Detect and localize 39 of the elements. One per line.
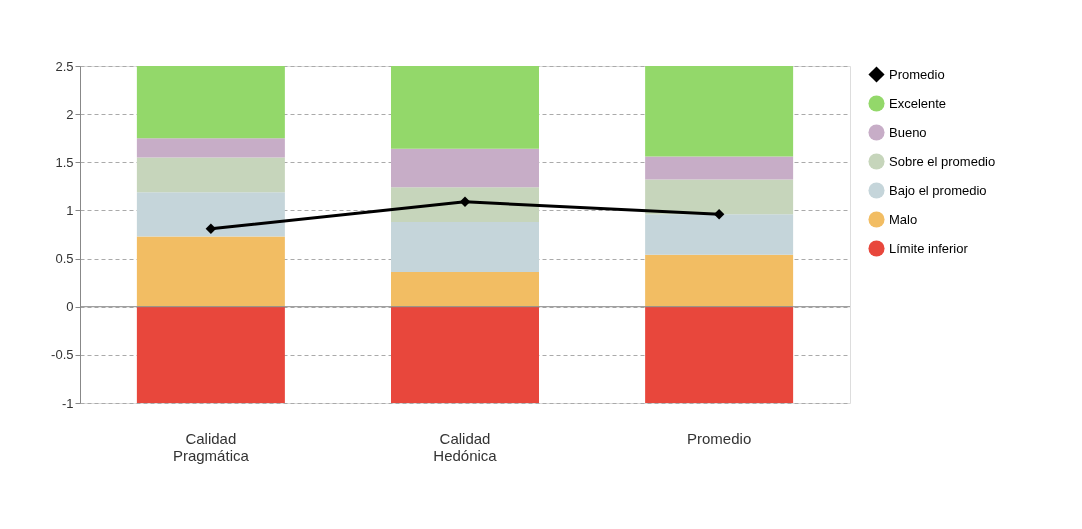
bar <box>645 156 794 180</box>
bar <box>645 306 794 403</box>
legend-label: Malo <box>889 211 918 227</box>
bar <box>391 221 539 273</box>
legend-label: Límite inferior <box>889 240 969 256</box>
legend-label: Promedio <box>889 66 945 82</box>
y-tick-label: -1 <box>61 395 74 411</box>
x-tick-label: Calidad Pragmática <box>172 429 250 464</box>
y-tick-label: 2.5 <box>55 58 74 74</box>
point <box>205 223 217 234</box>
bar <box>136 157 285 193</box>
legend-label: Sobre el promedio <box>889 153 996 169</box>
bar <box>645 254 794 307</box>
bar <box>391 272 539 307</box>
bar <box>136 236 285 307</box>
bar <box>391 187 539 222</box>
point <box>713 209 725 220</box>
y-tick-label: 2 <box>66 106 74 122</box>
bar <box>136 66 285 139</box>
y-tick-label: 0 <box>66 299 74 315</box>
y-tick-label: 1 <box>66 202 74 218</box>
bar <box>391 66 539 149</box>
bar <box>645 66 794 157</box>
x-tick-label: Calidad Hedónica <box>433 429 498 464</box>
legend-label: Excelente <box>889 95 947 111</box>
bar <box>391 148 539 188</box>
y-tick-label: -0.5 <box>51 347 74 363</box>
bar <box>391 306 539 403</box>
legend-label: Bueno <box>889 124 927 140</box>
y-tick-label: 1.5 <box>55 154 74 170</box>
bar <box>645 214 794 255</box>
legend-label: Bajo el promedio <box>889 182 987 198</box>
y-tick-label: 0.5 <box>55 251 74 267</box>
bar <box>136 306 285 403</box>
bar <box>136 138 285 158</box>
bar <box>136 192 285 237</box>
bar <box>645 179 794 215</box>
point <box>459 196 471 208</box>
x-tick-label: Promedio <box>687 429 752 447</box>
